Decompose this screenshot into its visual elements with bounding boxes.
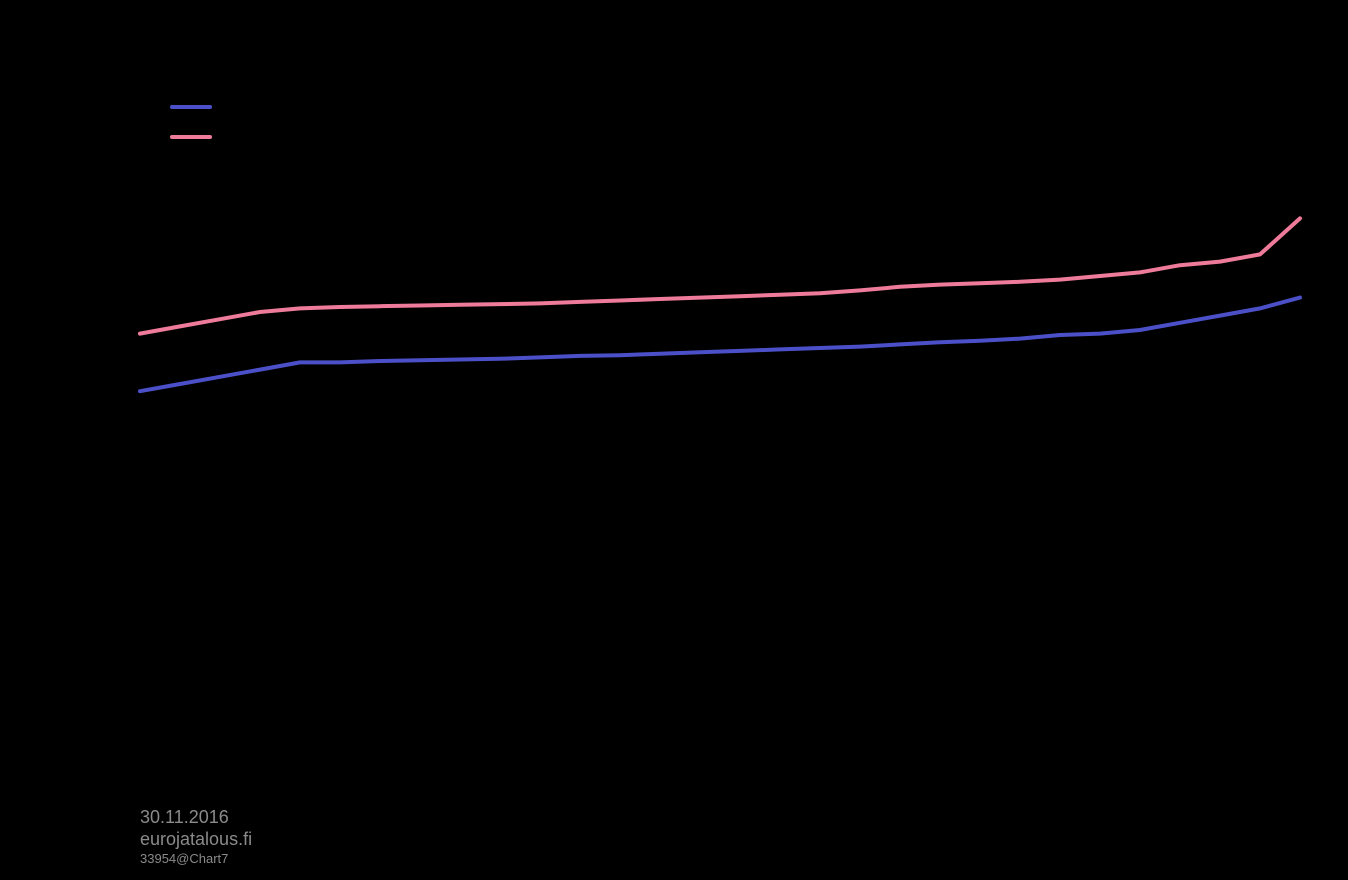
legend-item-series-b (170, 122, 226, 152)
footer-site: eurojatalous.fi (140, 828, 252, 850)
legend-swatch-series-b (170, 135, 212, 139)
legend-item-series-a (170, 92, 226, 122)
legend (170, 92, 226, 152)
line-series-b (140, 218, 1300, 333)
chart-footer: 30.11.2016 eurojatalous.fi 33954@Chart7 (140, 806, 252, 867)
footer-code: 33954@Chart7 (140, 850, 252, 867)
chart-container: 30.11.2016 eurojatalous.fi 33954@Chart7 (0, 0, 1348, 880)
legend-swatch-series-a (170, 105, 212, 109)
footer-date: 30.11.2016 (140, 806, 252, 828)
line-series-a (140, 298, 1300, 392)
